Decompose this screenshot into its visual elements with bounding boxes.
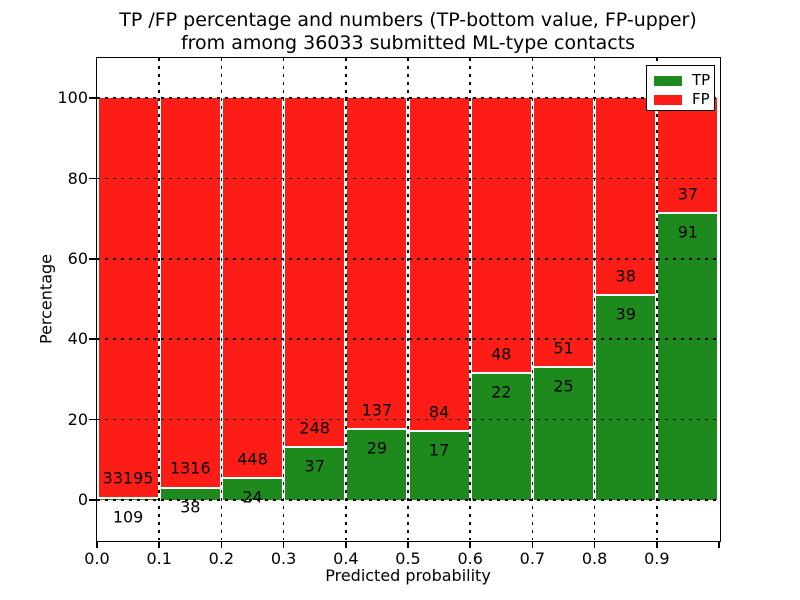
x-axis-tick [469, 541, 471, 548]
tp-bar-segment [347, 429, 407, 500]
x-axis-tick [593, 541, 596, 548]
tp-bar-segment [98, 498, 158, 500]
tp-bar-segment [658, 214, 718, 500]
x-axis-tick [96, 541, 98, 548]
x-tick-label: 0.2 [208, 549, 235, 568]
y-axis-tick [89, 418, 96, 421]
x-axis-tick [718, 541, 720, 548]
tp-count-label: 39 [615, 304, 636, 324]
fp-count-label: 51 [553, 338, 574, 358]
x-tick-label: 0.3 [270, 549, 297, 568]
x-axis-tick [220, 541, 223, 548]
fp-bar-segment [533, 98, 594, 368]
fp-count-label: 38 [615, 266, 636, 286]
y-axis-tick [89, 97, 96, 99]
x-tick-label: 0.5 [395, 549, 421, 568]
x-tick-label: 0.7 [519, 549, 546, 568]
x-axis-tick [656, 541, 658, 548]
x-tick-label: 0.0 [84, 549, 110, 568]
x-axis-tick [531, 541, 534, 548]
x-axis-tick [345, 541, 347, 548]
x-tick-label: 0.4 [333, 549, 359, 568]
y-axis-tick [89, 338, 96, 340]
chart-title-line1: TP /FP percentage and numbers (TP-bottom… [119, 9, 697, 31]
fp-bar-segment [98, 98, 158, 499]
tp-count-label: 91 [677, 222, 699, 242]
x-tick-label: 0.9 [644, 549, 670, 568]
fp-count-label: 448 [237, 449, 268, 469]
fp-count-label: 48 [491, 344, 512, 363]
tp-bar-segment [285, 447, 345, 500]
y-tick-label: 20 [67, 409, 88, 429]
tp-legend-swatch [654, 75, 682, 86]
y-tick-label: 100 [57, 88, 88, 108]
tp-count-label: 17 [428, 440, 450, 460]
x-axis-tick [158, 541, 160, 548]
fp-count-label: 248 [299, 418, 330, 438]
x-axis-tick [407, 541, 409, 548]
chart-title: TP /FP percentage and numbers (TP-bottom… [97, 9, 719, 55]
y-axis-tick [89, 177, 96, 180]
chart-title-line2: from among 36033 submitted ML-type conta… [180, 32, 636, 54]
legend-entry: TP [654, 71, 714, 90]
y-tick-label: 80 [67, 168, 88, 188]
tp-count-label: 22 [491, 382, 512, 402]
legend: TP FP [646, 65, 715, 111]
y-tick-label: 60 [67, 248, 88, 268]
y-tick-label: 40 [67, 329, 88, 349]
fp-bar-segment [347, 98, 407, 430]
tp-count-label: 38 [180, 497, 201, 517]
x-tick-label: 0.1 [146, 549, 172, 568]
y-tick-label: 0 [77, 489, 88, 509]
tp-count-label: 25 [553, 376, 574, 396]
legend-entry-label: FP [692, 90, 710, 108]
fp-legend-swatch [654, 94, 682, 105]
x-axis-label: Predicted probability [325, 566, 491, 585]
tp-bar-segment [596, 296, 656, 500]
tp-bar-segment [409, 432, 469, 500]
fp-bar-segment [222, 98, 283, 480]
fp-bar-segment [285, 98, 345, 448]
fp-bar-segment [471, 98, 531, 374]
fp-bar-segment [596, 98, 656, 297]
tp-count-label: 29 [366, 438, 388, 458]
tp-count-label: 109 [112, 507, 144, 527]
fp-bar-segment [160, 98, 220, 489]
tp-bar-segment [222, 479, 283, 500]
y-axis-tick [89, 258, 96, 260]
x-axis-tick [282, 541, 285, 548]
tp-count-label: 24 [242, 487, 263, 507]
fp-bar-segment [658, 98, 718, 215]
legend-entry: FP [654, 90, 714, 109]
fp-count-label: 137 [361, 400, 393, 420]
y-axis-tick [89, 499, 96, 501]
legend-entry-label: TP [692, 71, 711, 89]
tp-bar-segment [471, 373, 531, 500]
fp-bar-segment [409, 98, 469, 433]
fp-count-label: 33195 [102, 468, 154, 488]
tp-bar-segment [160, 488, 220, 500]
fp-count-label: 1316 [169, 458, 211, 478]
x-tick-label: 0.6 [457, 549, 483, 568]
tp-bar-segment [533, 367, 594, 500]
fp-count-label: 37 [677, 184, 699, 204]
x-tick-label: 0.8 [581, 549, 608, 568]
tp-count-label: 37 [304, 456, 325, 476]
fp-count-label: 84 [428, 402, 450, 422]
